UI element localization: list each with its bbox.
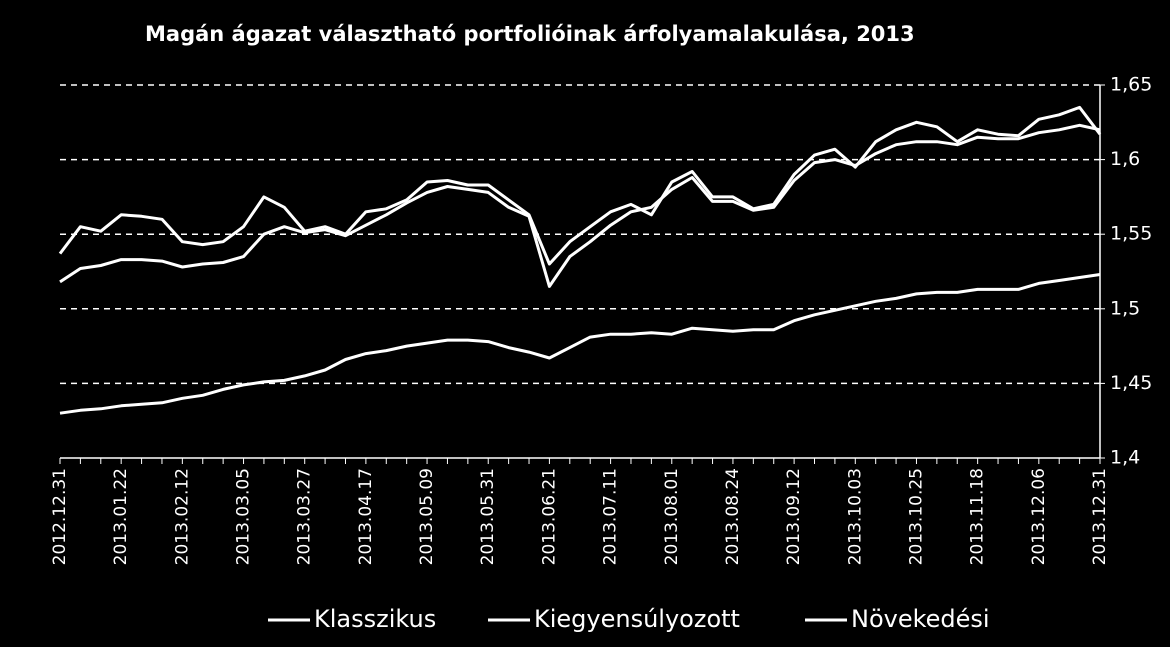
x-tick-label: 2013.06.21 (539, 468, 559, 565)
x-tick-label: 2013.07.11 (601, 468, 621, 565)
x-tick-label: 2013.01.22 (111, 468, 131, 565)
x-tick-label: 2013.03.05 (234, 468, 254, 565)
x-tick-label: 2013.03.27 (295, 468, 315, 565)
y-tick-label: 1,4 (1110, 447, 1140, 469)
x-tick-label: 2013.08.24 (723, 468, 743, 565)
x-tick-label: 2013.08.01 (662, 468, 682, 565)
x-tick-label: 2012.12.31 (50, 468, 70, 565)
legend-label: Klasszikus (314, 605, 436, 633)
x-tick-label: 2013.12.31 (1090, 468, 1110, 565)
x-tick-label: 2013.12.06 (1029, 468, 1049, 565)
y-tick-label: 1,55 (1110, 223, 1152, 245)
legend-label: Növekedési (851, 605, 990, 633)
chart-title: Magán ágazat választható portfolióinak á… (145, 22, 915, 46)
y-tick-label: 1,6 (1110, 148, 1140, 170)
x-tick-label: 2013.10.03 (845, 468, 865, 565)
x-tick-label: 2013.02.12 (172, 468, 192, 565)
x-tick-label: 2013.10.25 (906, 468, 926, 565)
x-tick-label: 2013.05.09 (417, 468, 437, 565)
y-tick-label: 1,65 (1110, 74, 1152, 96)
series-line (58, 105, 1102, 266)
series-line (59, 273, 1101, 415)
x-tick-label: 2013.05.31 (478, 468, 498, 565)
legend-label: Kiegyensúlyozott (534, 605, 740, 633)
series-line (59, 123, 1101, 288)
x-tick-label: 2013.11.18 (968, 468, 988, 565)
y-tick-label: 1,5 (1110, 297, 1140, 319)
x-tick-label: 2013.09.12 (784, 468, 804, 565)
y-tick-label: 1,45 (1110, 372, 1152, 394)
x-tick-label: 2013.04.17 (356, 468, 376, 565)
